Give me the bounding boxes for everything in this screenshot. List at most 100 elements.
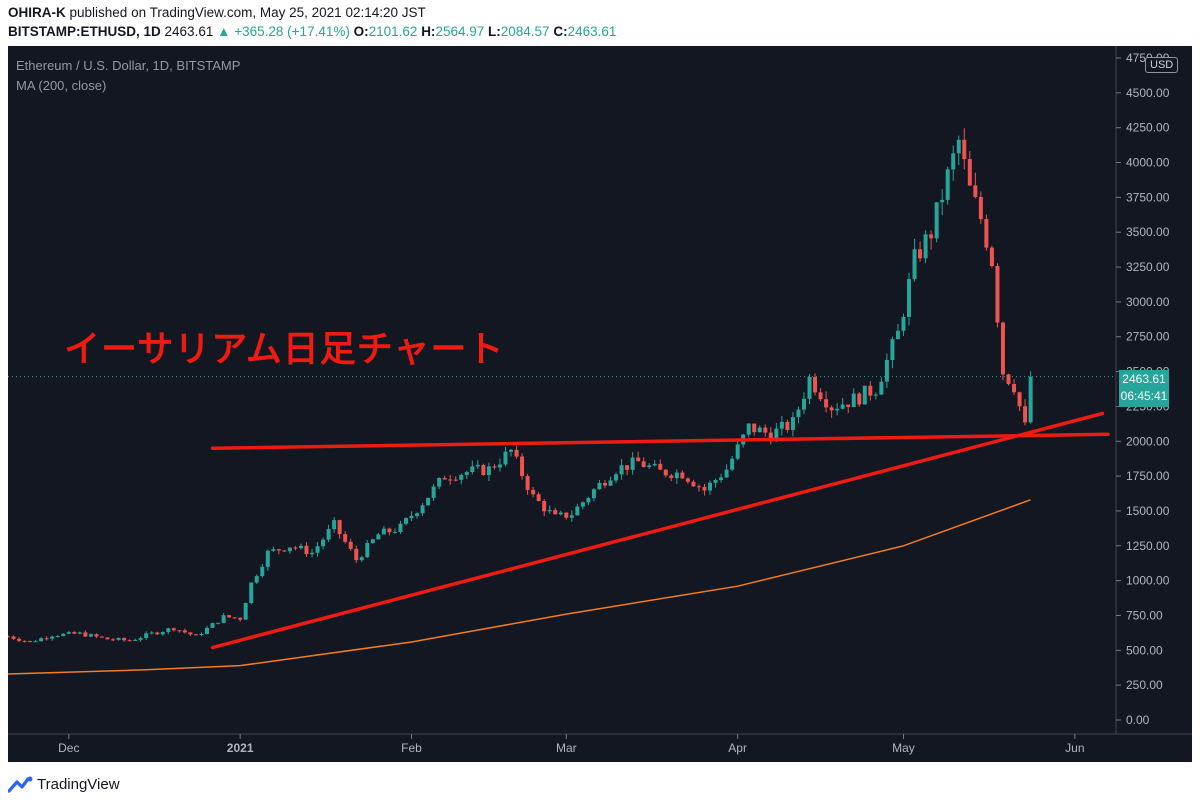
candle-body <box>702 486 707 491</box>
candle-body <box>111 639 116 641</box>
close-value: 2463.61 <box>567 24 617 39</box>
candle-body <box>492 466 497 468</box>
candle-body <box>310 552 315 555</box>
candle-body <box>614 474 619 481</box>
candle-body <box>680 472 685 479</box>
candle-body <box>61 633 66 637</box>
candle-body <box>857 393 862 405</box>
candle-body <box>426 497 431 506</box>
candle-body <box>730 458 735 470</box>
candle-body <box>746 423 751 435</box>
last-price: 2463.61 <box>164 24 214 39</box>
candle-body <box>752 423 757 433</box>
price-tick-label: 1500.00 <box>1126 504 1170 518</box>
close-label: C: <box>553 24 568 39</box>
candle-body <box>956 139 961 154</box>
candle-body <box>796 409 801 418</box>
tradingview-logo-icon[interactable] <box>8 775 34 795</box>
candle-body <box>868 385 873 396</box>
candle-body <box>448 479 453 481</box>
time-tick-label: Jun <box>1065 741 1084 755</box>
candle-body <box>481 464 486 476</box>
candle-body <box>685 478 690 482</box>
candle-body <box>509 449 514 452</box>
price-tick-label: 4000.00 <box>1126 156 1170 170</box>
chart-legend-indicator[interactable]: MA (200, close) <box>16 78 107 93</box>
candle-body <box>66 632 71 634</box>
candle-body <box>249 582 254 604</box>
candle-body <box>149 632 154 634</box>
candle-body <box>973 185 978 197</box>
candle-body <box>918 249 923 259</box>
candle-body <box>818 392 823 400</box>
candle-body <box>873 394 878 396</box>
candle-body <box>337 520 342 535</box>
candle-body <box>967 159 972 186</box>
price-tick-label: 3250.00 <box>1126 260 1170 274</box>
candle-body <box>608 480 613 486</box>
high-label: H: <box>421 24 436 39</box>
candle-body <box>11 636 16 639</box>
candle-body <box>55 636 60 638</box>
author-name[interactable]: OHIRA-K <box>8 5 66 20</box>
candle-body <box>525 476 530 490</box>
open-value: 2101.62 <box>368 24 418 39</box>
candle-body <box>486 466 491 476</box>
candle-body <box>790 417 795 430</box>
candle-body <box>597 482 602 490</box>
candle-body <box>514 449 519 457</box>
candle-body <box>282 550 287 552</box>
time-tick-label: Apr <box>728 741 747 755</box>
candle-body <box>569 515 574 518</box>
up-triangle-icon: ▲ <box>217 24 231 39</box>
candle-body <box>564 512 569 518</box>
candle-body <box>464 472 469 475</box>
candle-body <box>708 482 713 491</box>
candle-body <box>779 421 784 429</box>
candle-body <box>895 330 900 340</box>
candle-body <box>227 615 232 618</box>
candle-body <box>801 398 806 410</box>
candle-body <box>133 639 138 641</box>
time-tick-label: Dec <box>58 741 79 755</box>
candle-body <box>210 623 215 628</box>
candle-body <box>713 480 718 483</box>
price-tick-label: 4250.00 <box>1126 121 1170 135</box>
candle-body <box>22 640 27 642</box>
candle-body <box>144 633 149 639</box>
candle-body <box>1006 374 1011 385</box>
chart-panel[interactable]: 4750.004500.004250.004000.003750.003500.… <box>8 46 1192 762</box>
currency-badge[interactable]: USD <box>1145 57 1179 73</box>
candle-body <box>989 247 994 267</box>
candle-body <box>50 636 55 639</box>
candle-body <box>232 617 237 619</box>
symbol-name: BITSTAMP:ETHUSD, 1D <box>8 24 161 39</box>
candlestick-chart[interactable]: 4750.004500.004250.004000.003750.003500.… <box>8 46 1192 762</box>
candle-body <box>503 451 508 465</box>
candle-body <box>547 510 552 512</box>
candle-body <box>265 550 270 567</box>
candle-body <box>719 477 724 481</box>
price-change: +365.28 (+17.41%) <box>234 24 350 39</box>
candle-body <box>879 381 884 395</box>
candle-body <box>348 541 353 549</box>
candle-body <box>553 510 558 515</box>
candle-body <box>978 196 983 220</box>
candle-body <box>238 617 243 620</box>
candle-body <box>437 477 442 487</box>
candle-body <box>691 481 696 487</box>
candle-body <box>497 464 502 468</box>
tradingview-brand[interactable]: TradingView <box>37 776 120 793</box>
candle-body <box>945 169 950 200</box>
candle-body <box>1000 322 1005 375</box>
candle-body <box>625 465 630 470</box>
candle-body <box>332 520 337 530</box>
candle-body <box>354 548 359 561</box>
publish-header: OHIRA-K published on TradingView.com, Ma… <box>0 0 1200 44</box>
price-tick-label: 3500.00 <box>1126 225 1170 239</box>
candle-body <box>835 408 840 411</box>
candle-body <box>381 528 386 535</box>
candle-body <box>199 633 204 635</box>
candle-body <box>166 628 171 633</box>
candle-body <box>415 513 420 516</box>
